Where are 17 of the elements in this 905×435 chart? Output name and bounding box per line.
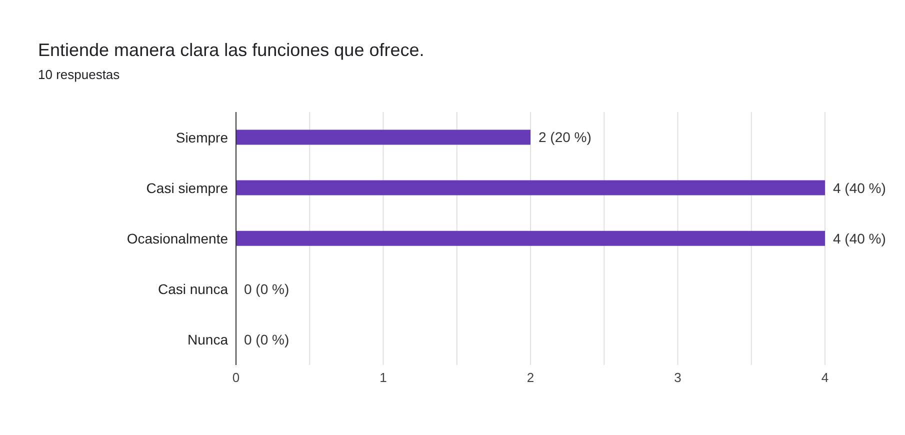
x-tick-label: 0 — [232, 370, 240, 386]
data-label: 0 (0 %) — [244, 332, 290, 348]
data-label: 2 (20 %) — [538, 129, 592, 146]
chart-title: Entiende manera clara las funciones que ofrece. — [38, 40, 426, 61]
y-tick-label: Ocasionalmente — [126, 230, 228, 246]
y-tick-label: Casi nunca — [158, 281, 228, 298]
y-tick-label: Casi siempre — [146, 180, 228, 196]
data-label: 4 (40 %) — [833, 180, 886, 196]
text: 10 respuestas — [38, 67, 121, 82]
y-tick-label: Nunca — [188, 332, 228, 348]
data-label: 0 (0 %) — [244, 280, 290, 297]
x-tick-label: 4 — [821, 370, 829, 386]
x-tick-label: 3 — [674, 370, 682, 386]
data-label: 4 (40 %) — [833, 230, 886, 246]
x-tick-label: 2 — [526, 370, 534, 386]
x-tick-label: 1 — [380, 370, 387, 386]
y-tick-label: Siempre — [176, 129, 228, 146]
